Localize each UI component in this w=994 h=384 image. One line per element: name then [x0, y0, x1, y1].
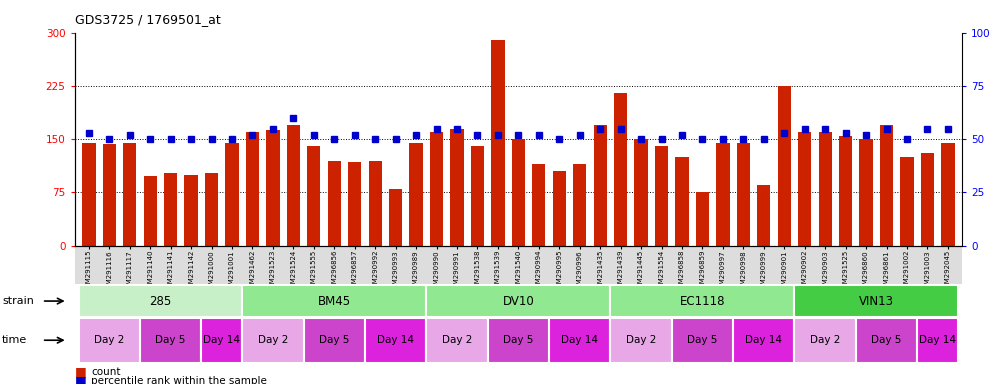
- Text: BM45: BM45: [318, 295, 351, 308]
- Bar: [143, 176, 157, 246]
- Bar: [266, 130, 279, 246]
- Bar: [205, 172, 219, 246]
- Text: Day 5: Day 5: [687, 335, 718, 345]
- Text: percentile rank within the sample: percentile rank within the sample: [91, 376, 267, 384]
- Bar: [920, 154, 934, 246]
- Bar: [777, 86, 791, 246]
- Bar: [798, 132, 811, 246]
- Bar: [389, 189, 403, 246]
- Text: count: count: [91, 367, 121, 377]
- Bar: [102, 144, 116, 246]
- Bar: [880, 125, 894, 246]
- Bar: [839, 136, 852, 246]
- Text: ■: ■: [75, 374, 86, 384]
- Text: ■: ■: [75, 365, 86, 378]
- Bar: [491, 40, 505, 246]
- Bar: [614, 93, 627, 246]
- Bar: [818, 132, 832, 246]
- Bar: [328, 161, 341, 246]
- Bar: [471, 146, 484, 246]
- Bar: [860, 139, 873, 246]
- Text: Day 14: Day 14: [204, 335, 241, 345]
- Bar: [696, 192, 709, 246]
- Text: Day 5: Day 5: [155, 335, 186, 345]
- Bar: [369, 161, 382, 246]
- Bar: [348, 162, 362, 246]
- Text: Day 2: Day 2: [257, 335, 288, 345]
- Bar: [553, 171, 566, 246]
- Bar: [123, 143, 136, 246]
- Text: Day 14: Day 14: [746, 335, 782, 345]
- Bar: [307, 146, 320, 246]
- Bar: [901, 157, 913, 246]
- Bar: [634, 139, 648, 246]
- Bar: [410, 143, 422, 246]
- Bar: [532, 164, 546, 246]
- Text: EC1118: EC1118: [680, 295, 726, 308]
- Bar: [286, 125, 300, 246]
- Bar: [941, 143, 954, 246]
- Bar: [593, 125, 606, 246]
- Text: Day 2: Day 2: [810, 335, 840, 345]
- Bar: [246, 132, 259, 246]
- Text: Day 2: Day 2: [94, 335, 124, 345]
- Text: VIN13: VIN13: [859, 295, 894, 308]
- Bar: [737, 143, 750, 246]
- Bar: [574, 164, 586, 246]
- Text: time: time: [2, 335, 27, 345]
- Text: Day 2: Day 2: [441, 335, 472, 345]
- Text: Day 14: Day 14: [919, 335, 956, 345]
- Text: Day 5: Day 5: [503, 335, 534, 345]
- Bar: [717, 143, 730, 246]
- Bar: [655, 146, 668, 246]
- Bar: [83, 143, 95, 246]
- Text: Day 14: Day 14: [562, 335, 598, 345]
- Text: Day 14: Day 14: [377, 335, 414, 345]
- Bar: [226, 143, 239, 246]
- Text: GDS3725 / 1769501_at: GDS3725 / 1769501_at: [75, 13, 221, 26]
- Bar: [185, 175, 198, 246]
- Text: Day 5: Day 5: [319, 335, 350, 345]
- Text: Day 5: Day 5: [872, 335, 902, 345]
- Text: strain: strain: [2, 296, 34, 306]
- Bar: [450, 129, 463, 246]
- Bar: [430, 132, 443, 246]
- Bar: [164, 172, 177, 246]
- Text: Day 2: Day 2: [626, 335, 656, 345]
- Text: DV10: DV10: [503, 295, 534, 308]
- Text: 285: 285: [149, 295, 172, 308]
- Bar: [757, 185, 770, 246]
- Bar: [512, 139, 525, 246]
- Bar: [675, 157, 689, 246]
